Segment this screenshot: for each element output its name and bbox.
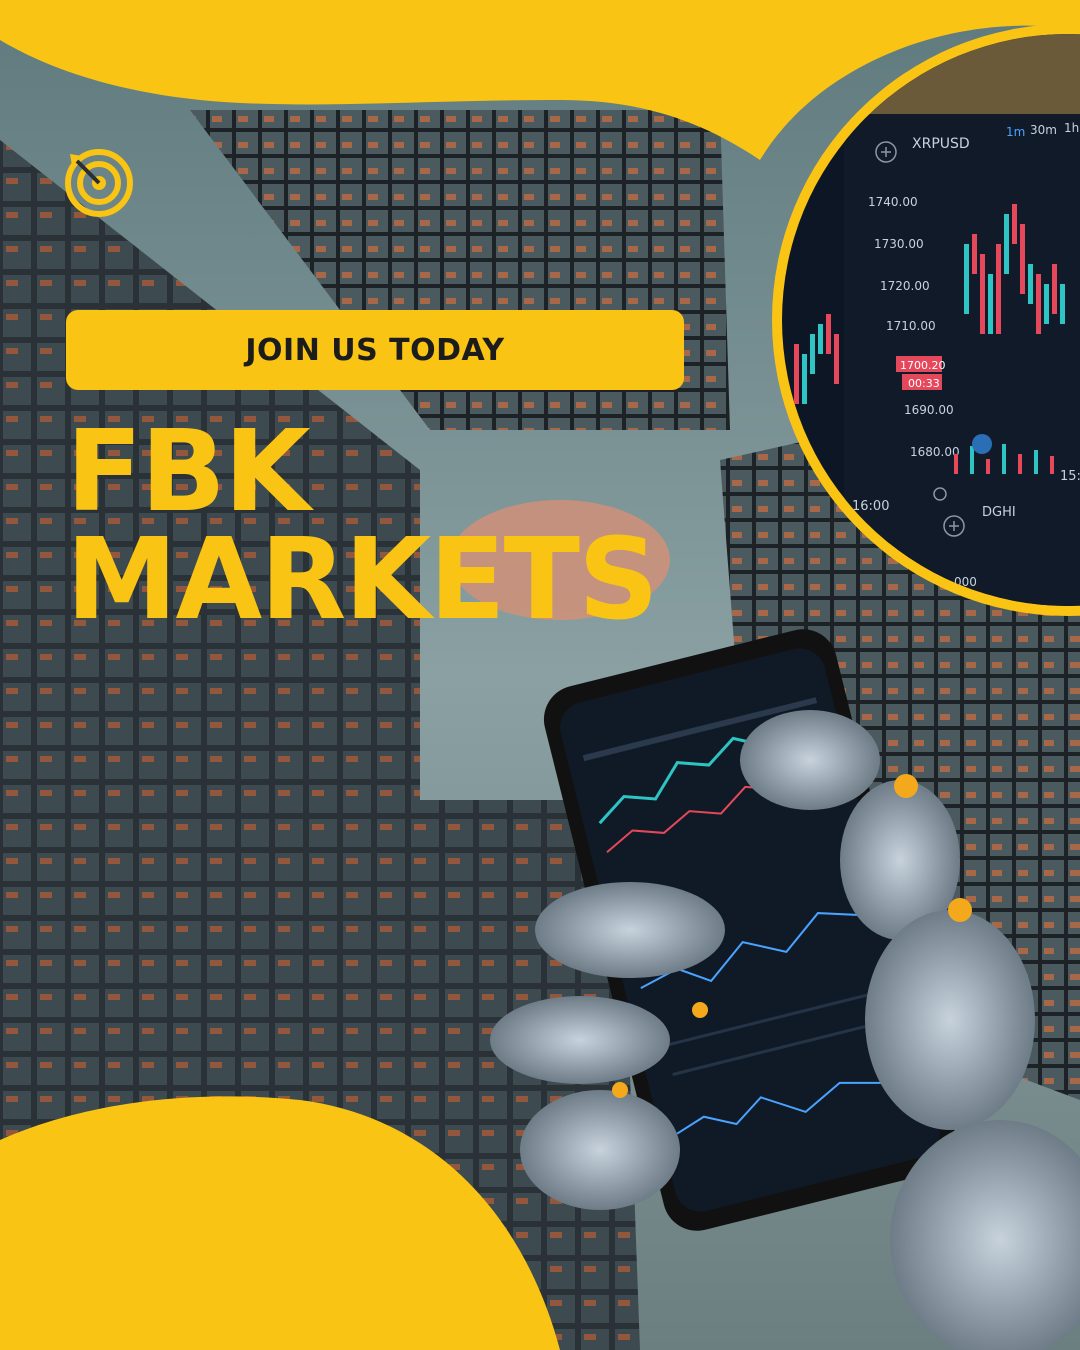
title-line-2: MARKETS — [66, 515, 659, 645]
countdown: 00:33 — [908, 377, 940, 390]
price-level: 1680.00 — [910, 445, 960, 459]
timeframe-1h[interactable]: 1h — [1064, 121, 1079, 135]
add-indicator-icon[interactable] — [943, 515, 965, 537]
target-logo-icon — [65, 149, 133, 217]
price-level: 1690.00 — [904, 403, 954, 417]
price-level: 1710.00 — [886, 319, 936, 333]
current-price: 1700.20 — [900, 359, 946, 372]
price-level: 1740.00 — [868, 195, 918, 209]
price-level: 1730.00 — [874, 237, 924, 251]
title-line-1: FBK — [66, 407, 311, 537]
symbol-label: XRPUSD — [912, 136, 970, 152]
cloud-icon — [972, 434, 992, 454]
price-level: 1720.00 — [880, 279, 930, 293]
settings-icon[interactable] — [933, 487, 947, 501]
time-label: 16:00 — [852, 499, 889, 514]
indicator-label: DGHI — [982, 505, 1016, 520]
time-label: 15: — [1060, 469, 1080, 484]
trading-chart-panel: XRPUSD 1m 30m 1h 1740.00 1730.00 1720.00… — [772, 24, 1080, 616]
current-price-badge — [896, 356, 942, 372]
join-us-button[interactable]: JOIN US TODAY — [66, 310, 684, 390]
timeframe-30m[interactable]: 30m — [1030, 123, 1057, 137]
countdown-badge — [902, 374, 942, 390]
candlestick-series — [794, 204, 1065, 404]
page-title: FBK MARKETS — [66, 407, 659, 645]
timeframe-1m[interactable]: 1m — [1006, 125, 1025, 139]
add-icon[interactable] — [875, 141, 897, 163]
volume-series — [954, 444, 1054, 474]
